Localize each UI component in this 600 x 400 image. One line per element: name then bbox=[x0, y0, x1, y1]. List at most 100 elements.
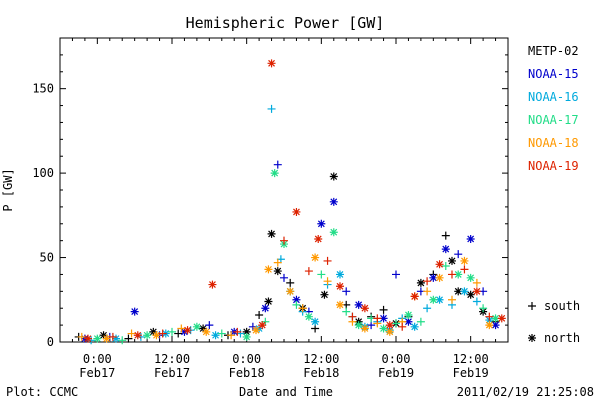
noaa-17-north-point bbox=[143, 331, 152, 340]
noaa-19-south-point bbox=[233, 327, 242, 336]
noaa-19-north-point bbox=[183, 326, 192, 335]
noaa-19-south-point bbox=[158, 329, 167, 338]
noaa-19-south-point bbox=[323, 256, 332, 265]
noaa-17-south-point bbox=[292, 300, 301, 309]
metp-02-north-point bbox=[448, 256, 456, 265]
noaa-18-north-point bbox=[360, 324, 369, 333]
noaa-17-north-point bbox=[454, 270, 463, 279]
legend-north-symbol bbox=[528, 334, 536, 342]
noaa-15-south-point bbox=[205, 321, 214, 330]
noaa-16-north-point bbox=[311, 317, 320, 326]
noaa-15-north-point bbox=[429, 273, 438, 282]
noaa-18-south-point bbox=[472, 278, 481, 287]
metp-02-south-point bbox=[286, 278, 295, 287]
noaa-15-south-point bbox=[342, 287, 351, 296]
legend-south-label: south bbox=[544, 299, 580, 313]
noaa-18-south-point bbox=[323, 277, 332, 286]
noaa-16-north-point bbox=[336, 270, 344, 279]
noaa-15-north-point bbox=[329, 197, 338, 206]
noaa-18-north-point bbox=[485, 321, 494, 330]
noaa-15-north-point bbox=[354, 300, 363, 309]
x-tick-label-time: 0:00 bbox=[232, 352, 261, 366]
metp-02-north-point bbox=[149, 327, 158, 336]
noaa-18-south-point bbox=[77, 332, 86, 341]
metp-02-north-point bbox=[273, 267, 282, 276]
noaa-17-north-point bbox=[329, 228, 338, 237]
x-tick-label-date: Feb19 bbox=[378, 366, 414, 380]
noaa-18-north-point bbox=[202, 327, 211, 336]
metp-02-north-point bbox=[320, 290, 329, 299]
noaa-18-north-point bbox=[252, 326, 260, 335]
x-axis-label: Date and Time bbox=[239, 385, 333, 399]
x-tick-label-date: Feb18 bbox=[229, 366, 265, 380]
noaa-16-north-point bbox=[410, 322, 419, 331]
noaa-15-north-point bbox=[441, 245, 450, 254]
noaa-18-south-point bbox=[448, 295, 456, 304]
noaa-17-north-point bbox=[304, 312, 313, 321]
noaa-17-north-point bbox=[491, 314, 500, 323]
metp-02-north-point bbox=[199, 324, 208, 333]
noaa-18-north-point bbox=[336, 300, 344, 309]
data-points bbox=[74, 59, 536, 345]
noaa-19-north-point bbox=[360, 304, 369, 313]
noaa-17-north-point bbox=[354, 321, 363, 330]
footer-timestamp: 2011/02/19 21:25:08 bbox=[457, 385, 594, 399]
noaa-16-north-point bbox=[211, 331, 220, 340]
noaa-19-south-point bbox=[373, 314, 382, 323]
metp-02-north-point bbox=[454, 287, 463, 296]
noaa-15-north-point bbox=[466, 234, 475, 243]
x-tick-label-date: Feb17 bbox=[154, 366, 190, 380]
noaa-17-north-point bbox=[242, 332, 251, 341]
noaa-18-north-point bbox=[311, 253, 320, 262]
noaa-18-north-point bbox=[435, 273, 444, 282]
noaa-19-north-point bbox=[314, 234, 323, 243]
y-tick-label: 0 bbox=[47, 335, 54, 349]
metp-02-south-point bbox=[311, 324, 320, 333]
noaa-16-north-point bbox=[255, 324, 264, 333]
footer-plot-credit: Plot: CCMC bbox=[6, 385, 78, 399]
noaa-19-south-point bbox=[108, 332, 117, 341]
noaa-15-south-point bbox=[273, 160, 282, 169]
noaa-17-south-point bbox=[392, 319, 400, 328]
noaa-19-south-point bbox=[280, 236, 288, 245]
x-tick-label-time: 12:00 bbox=[154, 352, 190, 366]
noaa-16-south-point bbox=[472, 297, 481, 306]
noaa-18-north-point bbox=[152, 331, 161, 340]
noaa-15-north-point bbox=[379, 314, 388, 323]
noaa-16-north-point bbox=[460, 287, 469, 296]
noaa-19-north-point bbox=[258, 321, 267, 330]
legend-south-symbol bbox=[528, 302, 536, 310]
legend-entry-noaa-18: NOAA-18 bbox=[528, 136, 579, 150]
noaa-18-south-point bbox=[423, 287, 432, 296]
noaa-19-north-point bbox=[292, 207, 301, 216]
noaa-15-north-point bbox=[404, 317, 413, 326]
chart-title: Hemispheric Power [GW] bbox=[186, 14, 385, 32]
x-tick-label-time: 0:00 bbox=[83, 352, 112, 366]
noaa-16-north-point bbox=[112, 334, 120, 343]
noaa-19-north-point bbox=[133, 331, 142, 340]
metp-02-north-point bbox=[99, 331, 108, 340]
noaa-19-north-point bbox=[267, 59, 276, 68]
noaa-19-north-point bbox=[208, 280, 217, 289]
noaa-15-south-point bbox=[454, 250, 463, 259]
noaa-18-south-point bbox=[177, 324, 186, 333]
noaa-19-north-point bbox=[336, 282, 344, 291]
noaa-15-north-point bbox=[130, 307, 139, 316]
noaa-17-north-point bbox=[466, 273, 475, 282]
metp-02-south-point bbox=[441, 231, 450, 240]
noaa-17-south-point bbox=[441, 262, 450, 270]
legend-entry-noaa-19: NOAA-19 bbox=[528, 159, 579, 173]
noaa-19-north-point bbox=[385, 321, 394, 330]
metp-02-north-point bbox=[267, 229, 276, 238]
noaa-17-south-point bbox=[168, 327, 176, 336]
noaa-17-north-point bbox=[192, 322, 201, 331]
metp-02-north-point bbox=[242, 327, 251, 336]
y-tick-label: 150 bbox=[32, 82, 54, 96]
y-tick-label: 50 bbox=[40, 251, 54, 265]
noaa-17-north-point bbox=[270, 169, 279, 178]
metp-02-south-point bbox=[255, 310, 264, 319]
legend-north-label: north bbox=[544, 331, 580, 345]
noaa-15-north-point bbox=[180, 327, 189, 336]
noaa-17-south-point bbox=[217, 329, 226, 338]
